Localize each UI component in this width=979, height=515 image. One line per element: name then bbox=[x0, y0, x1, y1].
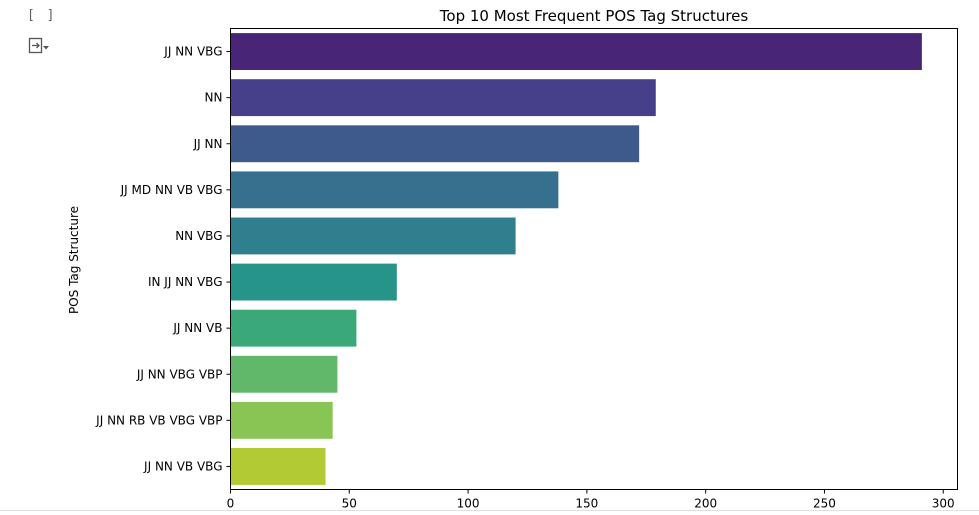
y-tick-label: JJ MD NN VB VBG bbox=[120, 183, 223, 197]
bar-3 bbox=[230, 125, 640, 163]
bar-5 bbox=[230, 217, 516, 255]
bar-8 bbox=[230, 355, 338, 393]
chart-title: Top 10 Most Frequent POS Tag Structures bbox=[439, 7, 749, 25]
bar-7 bbox=[230, 309, 357, 347]
x-tick-label: 150 bbox=[575, 497, 598, 511]
y-tick-label: NN VBG bbox=[175, 229, 222, 243]
bar-6 bbox=[230, 263, 397, 301]
bar-9 bbox=[230, 401, 333, 439]
x-tick-label: 300 bbox=[932, 497, 955, 511]
x-tick-label: 50 bbox=[342, 497, 357, 511]
run-cell-bracket[interactable]: [ ] bbox=[27, 8, 57, 23]
bar-1 bbox=[230, 33, 922, 70]
plot-frame bbox=[230, 28, 958, 490]
y-tick-label: JJ NN VBG VBP bbox=[136, 367, 223, 381]
y-tick-label: JJ NN VB bbox=[172, 321, 222, 335]
output-toggle-icon[interactable] bbox=[28, 37, 50, 55]
cell-divider bbox=[0, 510, 979, 511]
x-tick-label: 100 bbox=[457, 497, 480, 511]
y-tick-label: NN bbox=[205, 91, 223, 105]
bar-10 bbox=[230, 448, 326, 485]
y-tick-label: JJ NN bbox=[193, 137, 223, 151]
y-axis-label: POS Tag Structure bbox=[67, 206, 81, 314]
cell-gutter: [ ] bbox=[0, 0, 60, 515]
y-ticks-group: JJ NN VBG NN JJ NN JJ MD NN VB VBG NN VBG IN … bbox=[95, 45, 231, 473]
y-tick-label: JJ NN RB VB VBG VBP bbox=[95, 413, 222, 427]
x-tick-label: 0 bbox=[227, 497, 235, 511]
x-tick-label: 250 bbox=[813, 497, 836, 511]
y-tick-label: IN JJ NN VBG bbox=[148, 275, 223, 289]
x-tick-label: 200 bbox=[694, 497, 717, 511]
x-ticks-group: 0 50 100 150 200 250 300 bbox=[227, 489, 955, 511]
bar-4 bbox=[230, 171, 559, 209]
bars-group bbox=[230, 33, 922, 485]
y-tick-label: JJ NN VB VBG bbox=[143, 459, 222, 473]
bar-2 bbox=[230, 79, 656, 117]
y-tick-label: JJ NN VBG bbox=[163, 45, 222, 59]
